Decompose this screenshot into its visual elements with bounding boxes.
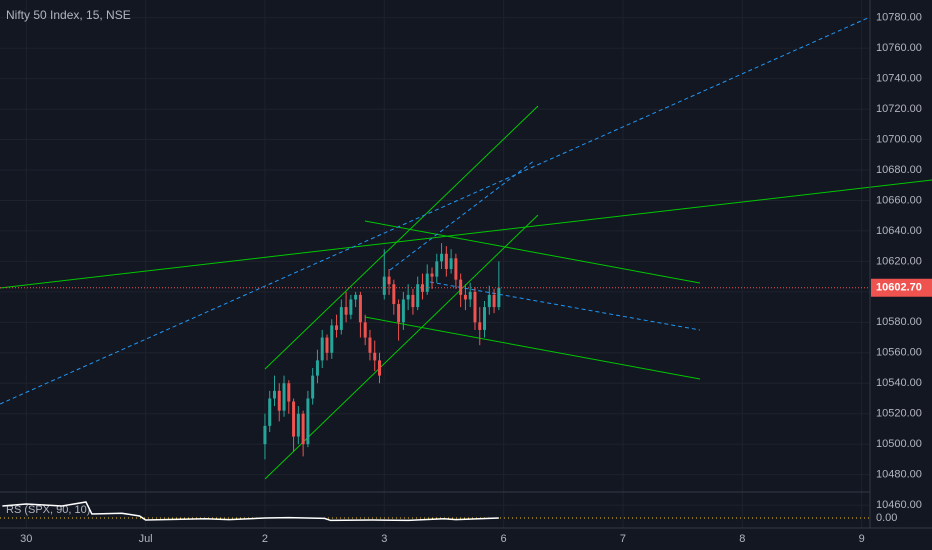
candle-body [368, 337, 372, 353]
x-tick-label: 3 [381, 533, 387, 545]
candle-body [320, 337, 324, 361]
candle-body [315, 360, 319, 376]
candle-body [382, 276, 386, 295]
x-tick-label: Jul [139, 533, 153, 545]
candle-body [459, 279, 463, 295]
y-tick-label: 10760.00 [876, 42, 922, 54]
candle-body [335, 325, 339, 330]
candle-body [435, 261, 439, 277]
y-tick-label: 10540.00 [876, 377, 922, 389]
candle-body [430, 273, 434, 277]
x-tick-label: 2 [262, 533, 268, 545]
drawings [0, 16, 932, 480]
candle-body [454, 258, 458, 280]
dashed-line [389, 159, 536, 271]
chart-title: Nifty 50 Index, 15, NSE [6, 8, 131, 22]
candle-body [373, 352, 377, 361]
y-tick-label: 10640.00 [876, 225, 922, 237]
candle-body [306, 398, 310, 445]
candle-body [292, 401, 296, 437]
y-tick-label: 10740.00 [876, 73, 922, 85]
candle-body [268, 398, 272, 426]
candle-body [287, 383, 291, 402]
candle-body [444, 253, 448, 270]
candle-body [401, 299, 405, 323]
candle-body [378, 360, 382, 376]
x-tick-label: 7 [620, 533, 626, 545]
candle-body [473, 291, 477, 323]
candle-body [349, 299, 353, 315]
candle-body [397, 304, 401, 323]
x-tick-label: 9 [859, 533, 865, 545]
candle-body [468, 291, 472, 300]
channel-line [364, 316, 701, 380]
candle-body [344, 307, 348, 315]
y-tick-label: 10720.00 [876, 103, 922, 115]
channel-line [264, 214, 539, 480]
x-tick-label: 30 [20, 533, 32, 545]
x-tick-label: 6 [501, 533, 507, 545]
x-tick-label: 8 [739, 533, 745, 545]
candle-body [492, 294, 496, 308]
indicator-label: RS (SPX, 90, 10) [6, 504, 90, 516]
candle-body [354, 294, 358, 300]
y-tick-label: 10480.00 [876, 469, 922, 481]
candle-body [478, 322, 482, 330]
y-tick-label: 10700.00 [876, 133, 922, 145]
grid [0, 0, 870, 528]
y-tick-label: 10780.00 [876, 12, 922, 24]
y-tick-label: 10500.00 [876, 438, 922, 450]
y-tick-label: 10580.00 [876, 316, 922, 328]
dashed-line [0, 16, 871, 405]
last-price-box [871, 278, 932, 297]
candle-body [325, 337, 329, 353]
y-tick-label: 10680.00 [876, 164, 922, 176]
channel-line [364, 220, 701, 284]
candle-body [497, 287, 501, 308]
plot [0, 243, 870, 460]
candle-body [425, 273, 429, 292]
candle-body [296, 413, 300, 437]
candle-body [358, 294, 362, 323]
candle-body [301, 413, 305, 445]
candle-body [449, 258, 453, 270]
candle-body [272, 390, 276, 399]
candle-body [440, 253, 444, 262]
y-tick-label: 10560.00 [876, 347, 922, 359]
candle-body [411, 294, 415, 308]
candle-body [416, 284, 420, 308]
candle-body [277, 390, 281, 411]
indicator-tick-label: 0.00 [876, 512, 897, 524]
candle-body [387, 276, 391, 285]
candle-body [263, 425, 267, 445]
candle-body [392, 284, 396, 305]
candle-body [339, 307, 343, 330]
candle-body [363, 322, 367, 338]
candle-body [311, 375, 315, 399]
y-tick-label: 10460.00 [876, 499, 922, 511]
y-tick-label: 10660.00 [876, 194, 922, 206]
last-price-label: 10602.70 [876, 282, 922, 294]
candle-body [420, 284, 424, 292]
trend-line [0, 179, 932, 289]
candle-body [483, 307, 487, 330]
candle-body [487, 294, 491, 308]
channel-line [264, 105, 539, 370]
candle-body [282, 383, 286, 411]
y-tick-label: 10520.00 [876, 408, 922, 420]
indicator-line [2, 501, 499, 522]
candle-body [406, 294, 410, 300]
y-tick-label: 10620.00 [876, 255, 922, 267]
candle-body [463, 294, 467, 300]
candle-body [330, 325, 334, 353]
